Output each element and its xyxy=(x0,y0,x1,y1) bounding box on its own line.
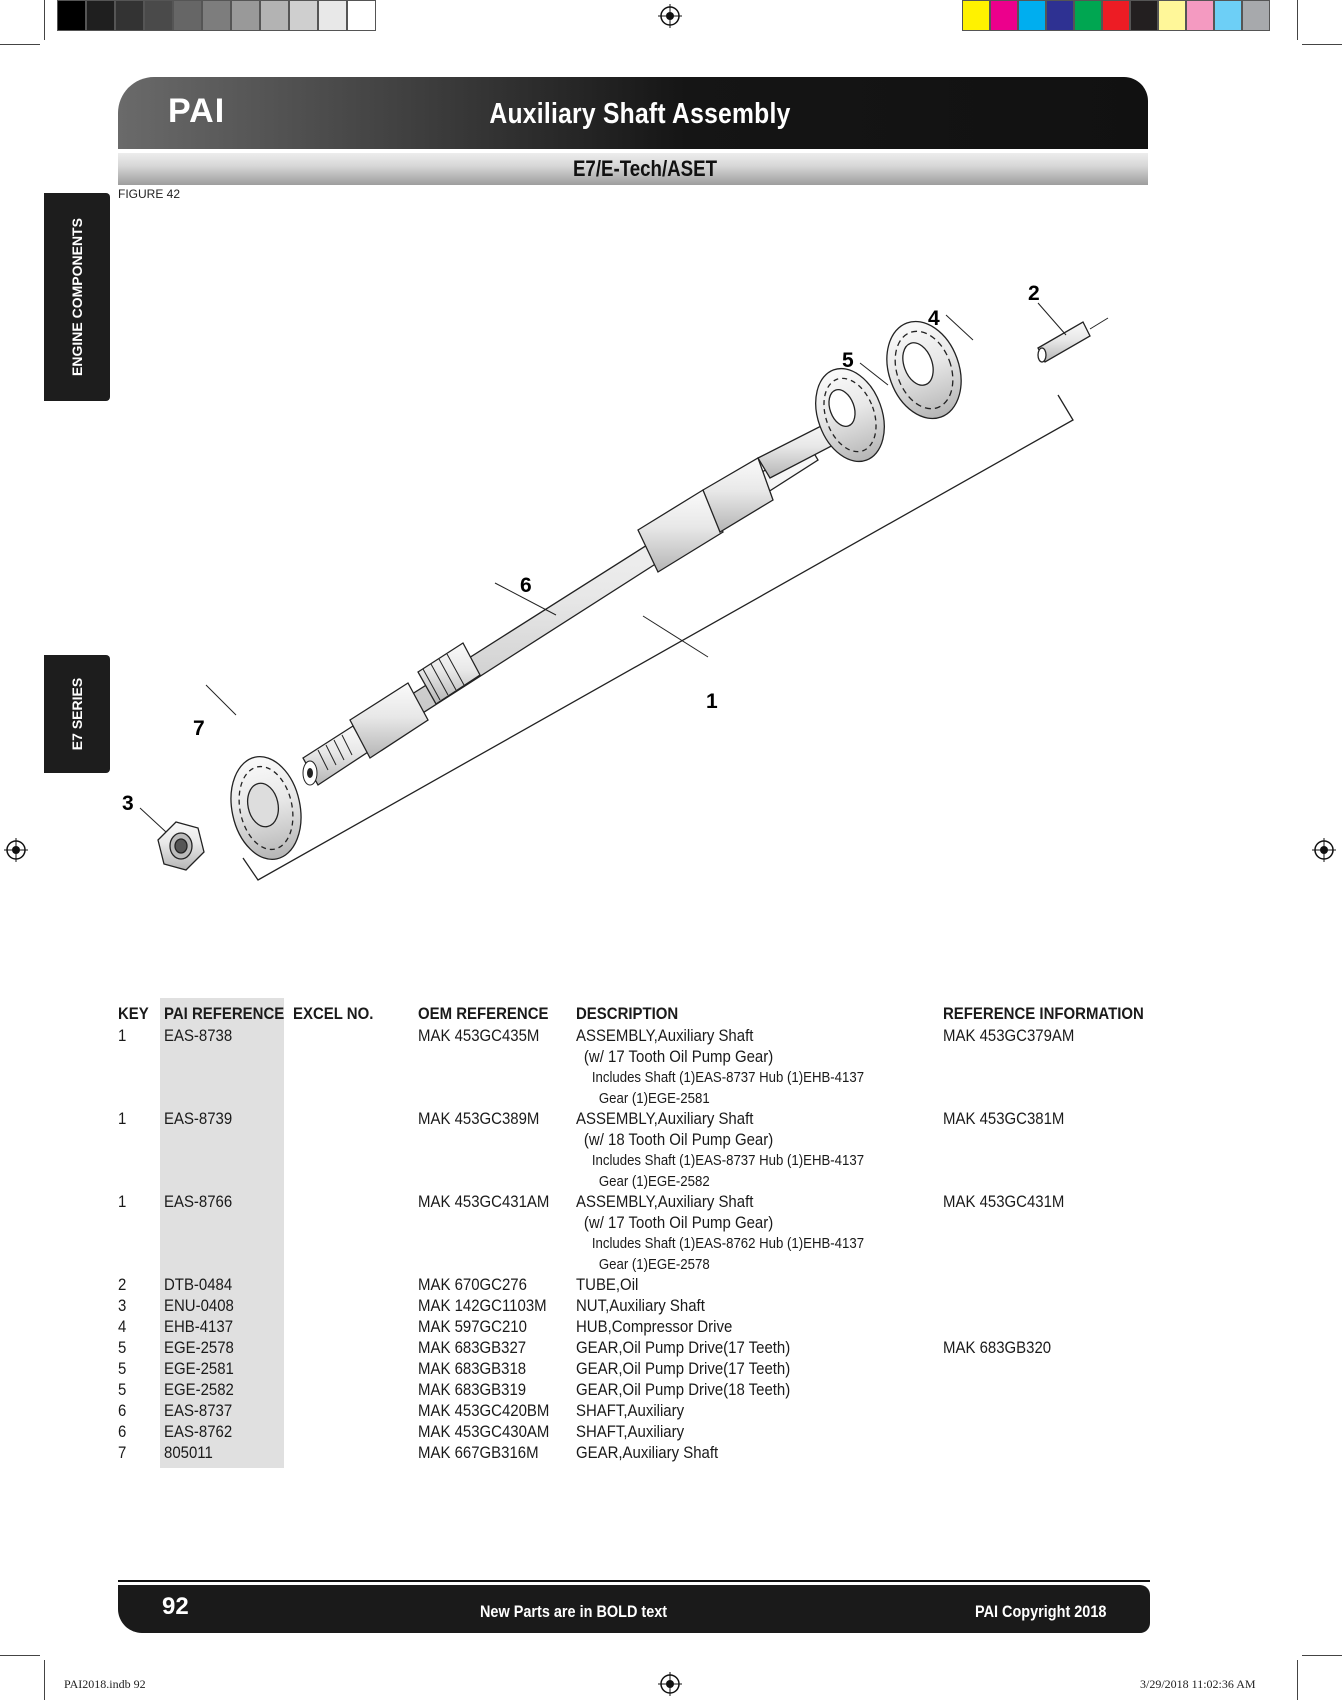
page-title: Auxiliary Shaft Assembly xyxy=(489,98,791,130)
compressor-drive-hub xyxy=(886,320,962,420)
subheader-bar xyxy=(118,153,1148,185)
key-label-7: 7 xyxy=(193,717,205,740)
auxiliary-shaft-nut xyxy=(157,821,205,871)
key-label-1: 1 xyxy=(706,690,718,713)
footer-rule xyxy=(118,1580,1150,1582)
key-label-2: 2 xyxy=(1028,282,1040,305)
brand-logo: PAI xyxy=(168,92,226,130)
key-label-3: 3 xyxy=(122,792,134,815)
oil-pump-drive-gear xyxy=(815,367,885,463)
footer-note: New Parts are in BOLD text xyxy=(480,1602,668,1621)
col-header-oem-reference: OEM REFERENCE xyxy=(418,1004,549,1023)
exploded-parts-diagram: 2 4 5 6 1 7 3 xyxy=(122,282,1109,881)
shaft-body xyxy=(302,419,844,786)
slug-file: PAI2018.indb 92 xyxy=(64,1677,146,1691)
registration-mark-icon xyxy=(658,4,682,28)
series-subtitle: E7/E-Tech/ASET xyxy=(572,156,718,181)
registration-mark-icon xyxy=(4,838,28,862)
slug-timestamp: 3/29/2018 11:02:36 AM xyxy=(1140,1677,1256,1691)
oil-tube xyxy=(1037,321,1091,363)
col-header-description: DESCRIPTION xyxy=(576,1004,679,1023)
side-tab-e7-series: E7 SERIES xyxy=(44,655,110,773)
figure-label: FIGURE 42 xyxy=(118,187,181,201)
col-header-excel-no: EXCEL NO. xyxy=(293,1004,374,1023)
auxiliary-shaft-gear xyxy=(230,755,302,861)
pai-reference-column-shade xyxy=(160,998,284,1468)
assembly-outline xyxy=(242,394,1074,881)
shaft-threads xyxy=(317,653,465,771)
header-bar xyxy=(118,77,1148,149)
page-number: 92 xyxy=(162,1593,189,1620)
key-label-6: 6 xyxy=(520,574,532,597)
col-header-pai-reference: PAI REFERENCE xyxy=(164,1004,285,1023)
key-label-4: 4 xyxy=(928,307,940,330)
footer-bar xyxy=(118,1585,1150,1633)
registration-mark-icon xyxy=(658,1672,682,1696)
key-label-5: 5 xyxy=(842,349,854,372)
col-header-key: KEY xyxy=(118,1004,149,1023)
footer-copyright: PAI Copyright 2018 xyxy=(975,1602,1107,1621)
leader-lines xyxy=(139,302,1067,833)
col-header-reference-information: REFERENCE INFORMATION xyxy=(943,1004,1144,1023)
registration-mark-icon xyxy=(1312,838,1336,862)
side-tab-engine-components: ENGINE COMPONENTS xyxy=(44,193,110,401)
